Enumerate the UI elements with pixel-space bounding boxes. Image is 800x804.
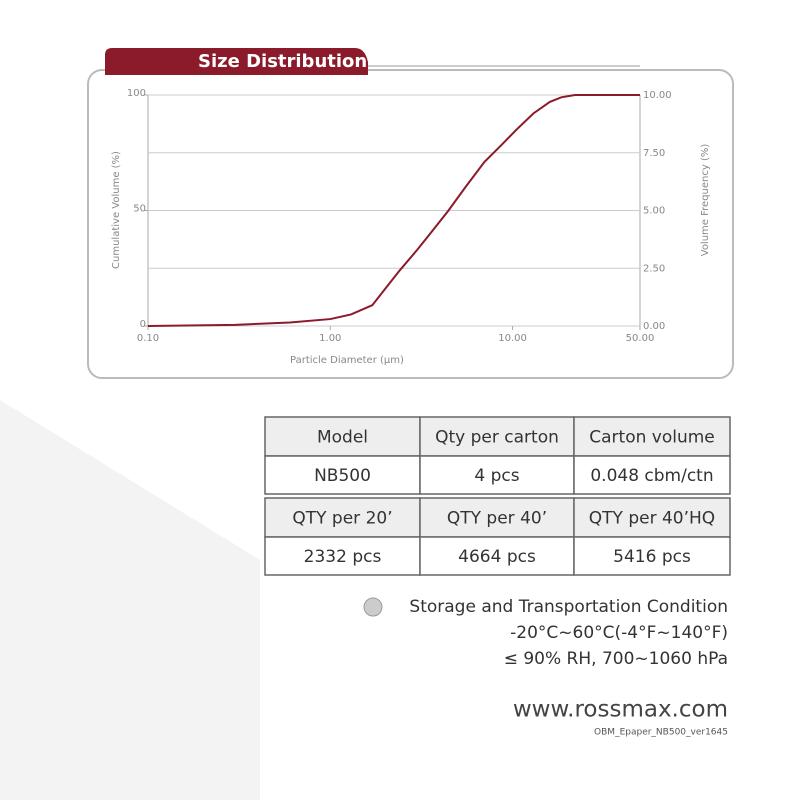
table-cell: [419, 455, 575, 495]
table-cell: [573, 455, 731, 495]
table-text: 2332 pcs: [304, 547, 382, 567]
chart-title: Size Distribution: [198, 51, 367, 72]
x-tick-label: 50.00: [626, 333, 655, 344]
storage-line: -20°C~60°C(-4°F~140°F): [510, 623, 728, 643]
background-shape: [0, 400, 260, 800]
table-text: Carton volume: [589, 428, 715, 448]
x-tick-label: 1.00: [319, 333, 341, 344]
y-tick-label: 0: [140, 319, 146, 330]
table-text: Qty per carton: [435, 428, 559, 448]
table-text: 4 pcs: [474, 466, 519, 486]
table-text: 5416 pcs: [613, 547, 691, 567]
y2-tick-label: 10.00: [643, 90, 672, 101]
y-axis-label: Cumulative Volume (%): [111, 151, 122, 269]
x-tick-label: 0.10: [137, 333, 159, 344]
table-text: QTY per 40’HQ: [589, 509, 715, 529]
title-tab: [105, 48, 368, 75]
table-text: QTY per 40’: [447, 509, 547, 529]
table-text: 0.048 cbm/ctn: [590, 466, 713, 486]
y2-tick-label: 5.00: [643, 206, 665, 217]
table-text: NB500: [314, 466, 371, 486]
chart-card: [87, 69, 734, 379]
table-cell: [573, 536, 731, 576]
table-cell: [264, 497, 421, 538]
table-cell: [573, 416, 731, 457]
table-cell: [264, 455, 421, 495]
table-text: Model: [317, 428, 368, 448]
storage-line: ≤ 90% RH, 700~1060 hPa: [504, 649, 728, 669]
y-tick-label: 50: [133, 204, 146, 215]
y2-axis-label: Volume Frequency (%): [700, 144, 711, 257]
table-text: QTY per 20’: [292, 509, 392, 529]
x-axis-label: Particle Diameter (μm): [290, 355, 404, 366]
table-text: 4664 pcs: [458, 547, 536, 567]
table-cell: [573, 497, 731, 538]
storage-title: Storage and Transportation Condition: [409, 597, 728, 617]
y2-tick-label: 7.50: [643, 148, 665, 159]
bullet-icon: [363, 597, 383, 617]
table-cell: [264, 536, 421, 576]
curve: [147, 94, 640, 327]
website: www.rossmax.com: [513, 697, 728, 723]
y2-tick-label: 0.00: [643, 321, 665, 332]
y-tick-label: 100: [127, 88, 146, 99]
y2-tick-label: 2.50: [643, 263, 665, 274]
x-tick-label: 10.00: [498, 333, 527, 344]
version: OBM_Epaper_NB500_ver1645: [594, 728, 728, 738]
